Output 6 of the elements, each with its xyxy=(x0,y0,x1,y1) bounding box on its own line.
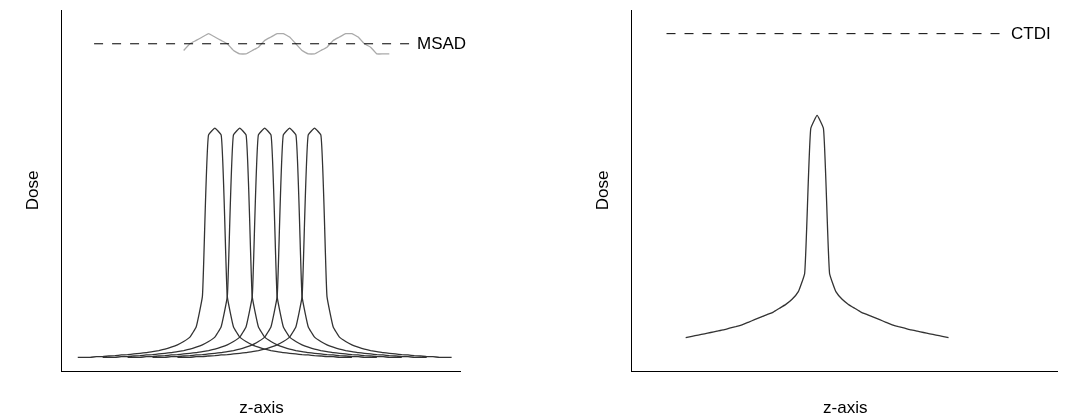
ref-line-label: CTDI xyxy=(1011,24,1051,43)
x-axis-title: z-axis xyxy=(239,398,284,418)
y-axis-title: Dose xyxy=(593,170,613,211)
y-axis-title: Dose xyxy=(22,170,42,211)
x-axis-title: z-axis xyxy=(823,398,868,418)
ref-line-label: MSAD xyxy=(417,34,467,53)
